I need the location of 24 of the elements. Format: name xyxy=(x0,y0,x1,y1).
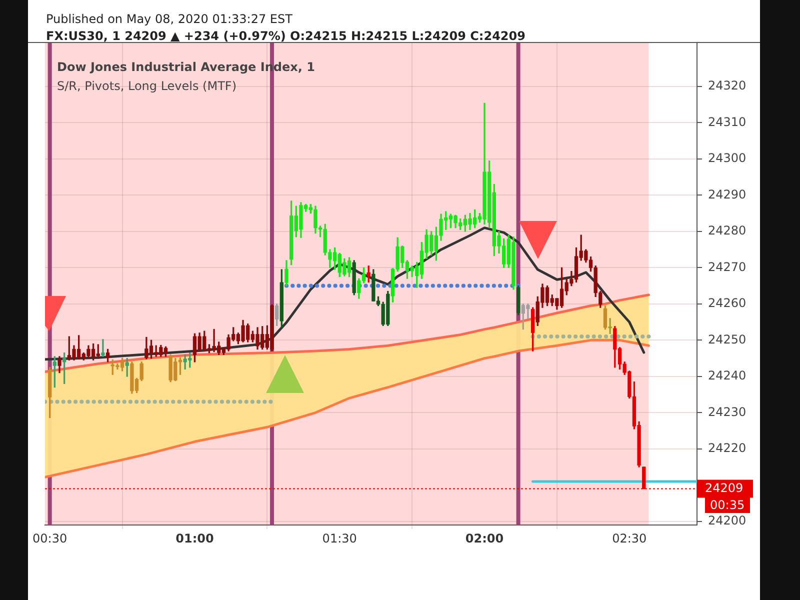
chart-title: Published on May 08, 2020 01:33:27 EST xyxy=(46,12,292,26)
x-tick-label: 01:00 xyxy=(176,531,214,546)
y-tick-label: 24290 xyxy=(708,187,746,202)
x-tick-label: 00:30 xyxy=(32,531,68,546)
text: 00:35 xyxy=(705,497,750,513)
x-tick-label: 02:00 xyxy=(465,531,504,546)
chart-subtitle: FX:US30, 1 24209 ▲ +234 (+0.97%) O:24215 H:24215 L:24209 C:24209 xyxy=(46,29,526,43)
annotation: S/R, Pivots, Long Levels (MTF) xyxy=(57,78,238,95)
y-tick-label: 24230 xyxy=(708,404,746,419)
y-tick-label: 24250 xyxy=(708,332,746,346)
y-tick-label: 24240 xyxy=(708,368,746,383)
y-tick-label: 24260 xyxy=(708,296,746,310)
y-tick-label: 24320 xyxy=(708,78,746,93)
y-tick-label: 24310 xyxy=(708,114,746,129)
y-tick-label: 24200 xyxy=(708,514,746,528)
y-tick-label: 24220 xyxy=(708,441,746,456)
y-tick-label: 24280 xyxy=(708,224,746,238)
x-tick-label: 02:30 xyxy=(612,531,647,546)
candlestick xyxy=(101,339,105,357)
x-tick-label: 01:30 xyxy=(322,531,357,546)
ref-line-label: 24209 xyxy=(705,480,744,495)
candlestick xyxy=(608,318,612,334)
y-tick-label: 24300 xyxy=(708,151,746,166)
y-tick-label: 24270 xyxy=(708,260,746,274)
